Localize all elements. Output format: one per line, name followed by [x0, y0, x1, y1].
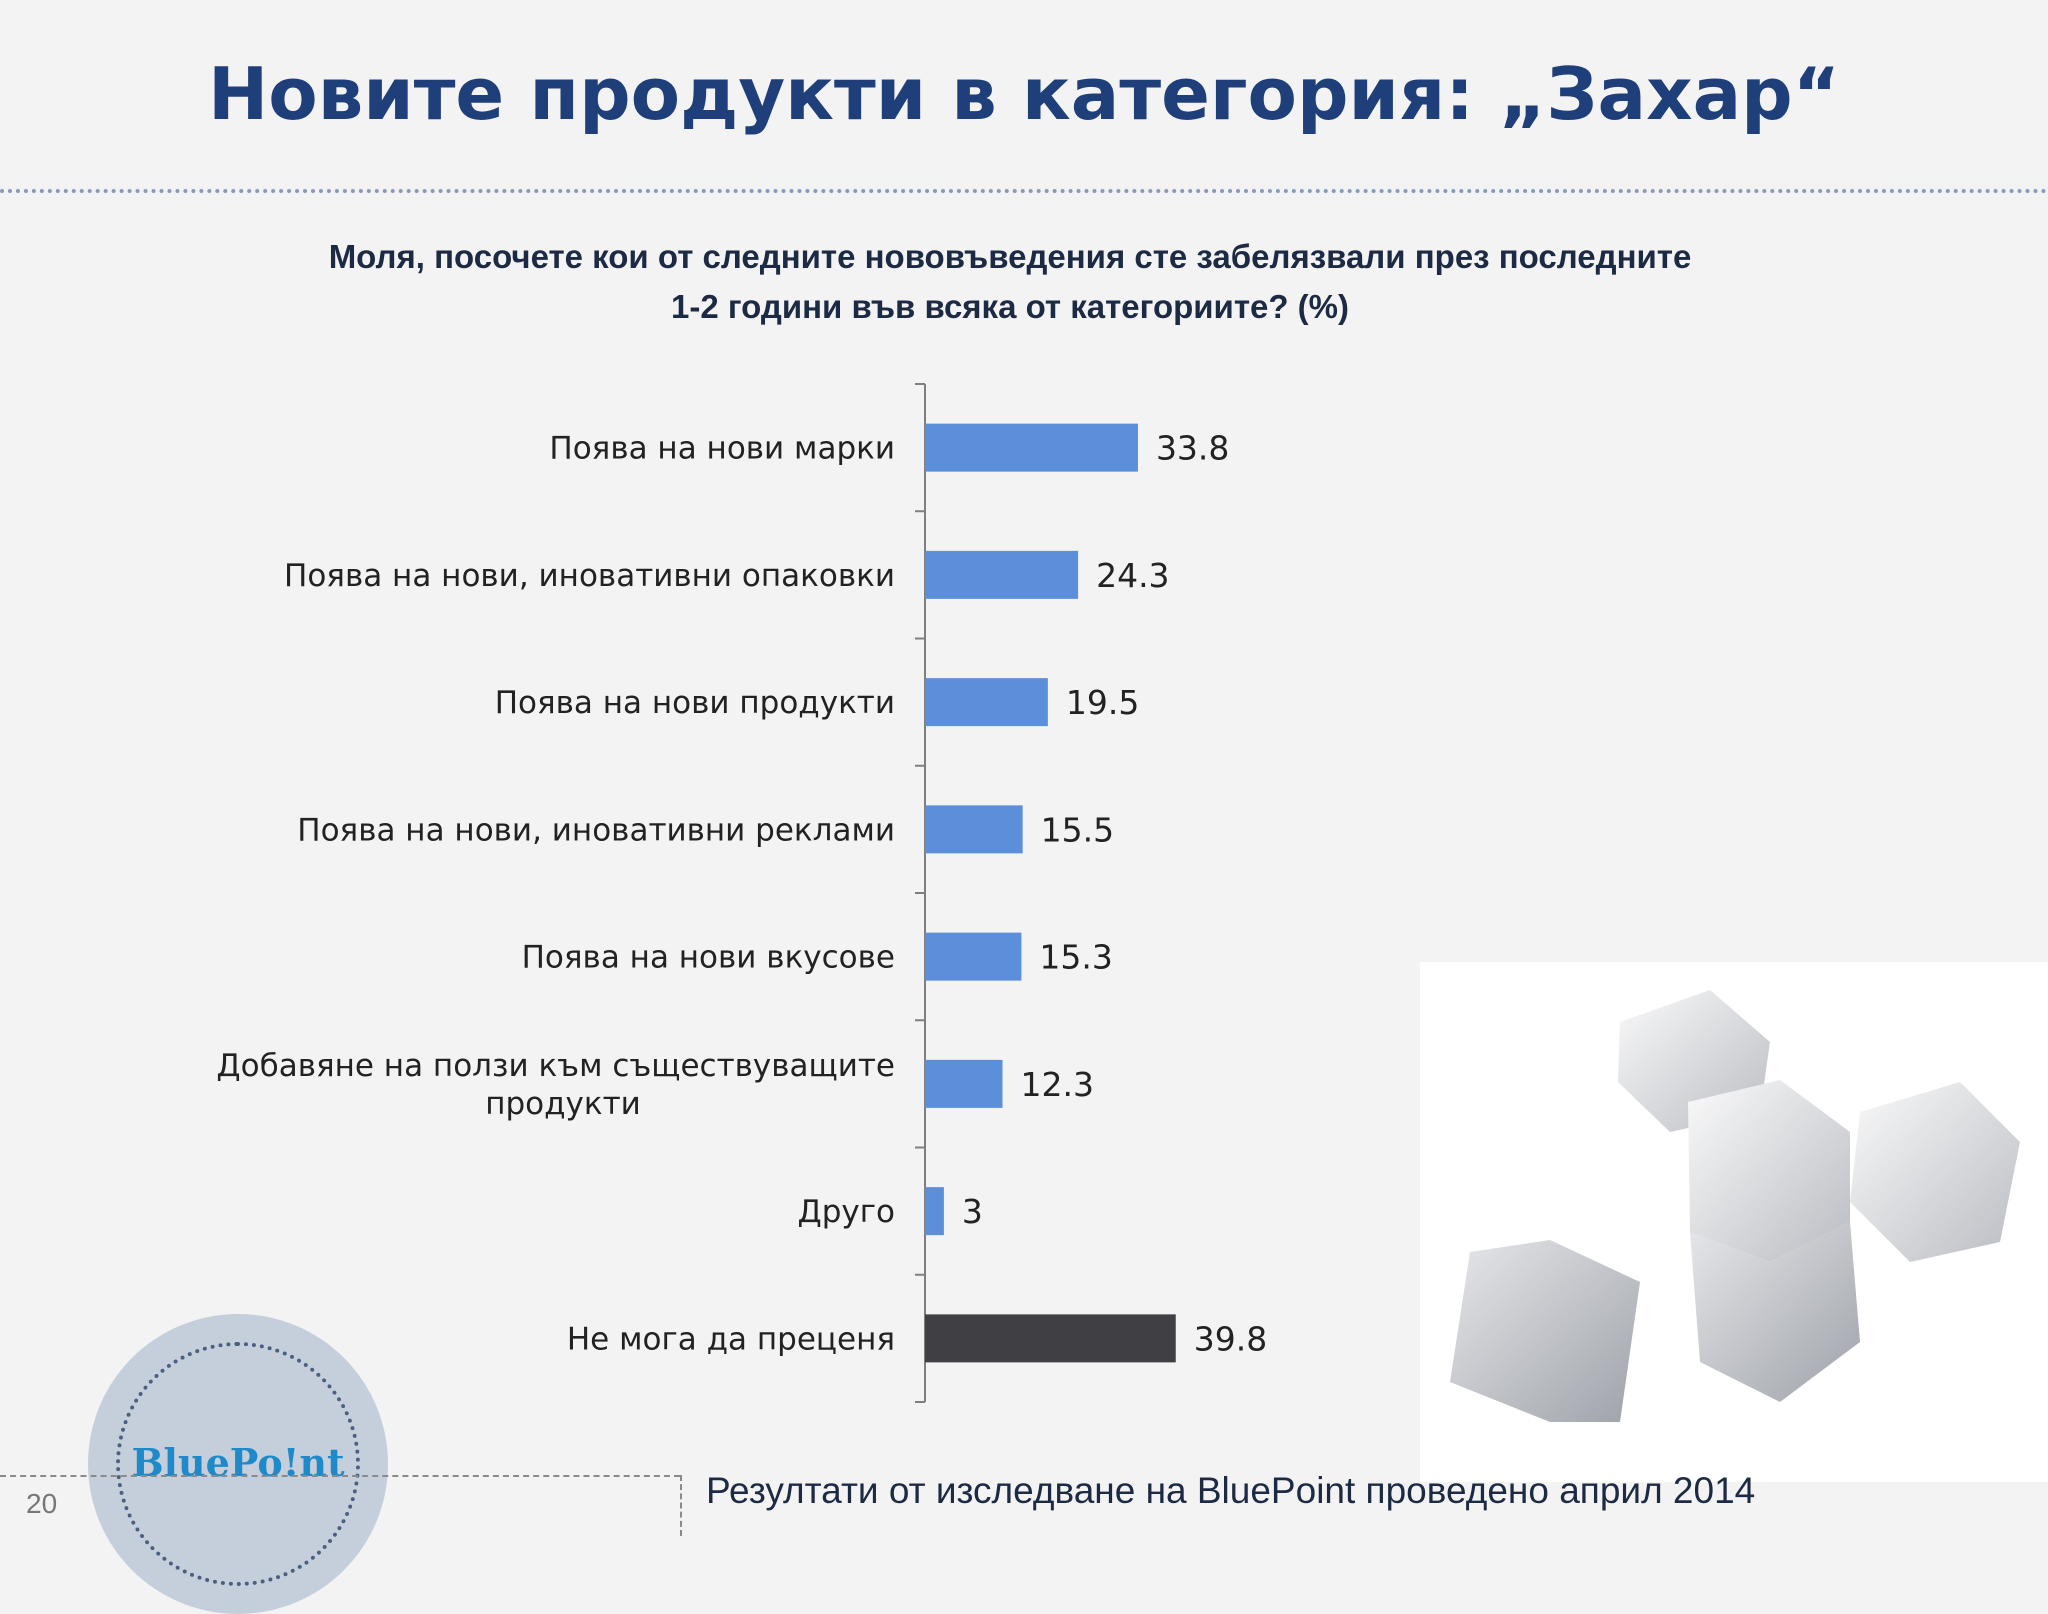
bar-2: [925, 550, 1079, 599]
data-label-2: 24.3: [1096, 556, 1169, 595]
title-divider: [0, 189, 2048, 193]
source-footnote: Резултати от изследване на BluePoint про…: [706, 1470, 1756, 1511]
bar-4: [925, 805, 1023, 854]
category-label-4: Поява на нови, иновативни реклами: [297, 812, 895, 848]
bar-chart: 33.8 Поява на нови марки 24.3 Поява на нови…: [216, 383, 1267, 1403]
bar-3: [925, 678, 1048, 727]
page-title: Новите продукти в категория: „Захар“: [207, 52, 1841, 136]
category-label-3: Поява на нови продукти: [495, 685, 895, 721]
survey-question-line-2: 1-2 години във всяка от категориите? (%): [670, 288, 1349, 325]
category-label-6-line-1: Добавяне на ползи към съществуващите: [216, 1048, 895, 1084]
footer-divider-vertical: [680, 1475, 682, 1536]
bar-8: [925, 1314, 1176, 1363]
survey-question-line-1: Моля, посочете кои от следните нововъвед…: [328, 238, 1692, 275]
page-number: 20: [26, 1488, 58, 1519]
data-label-5: 15.3: [1039, 938, 1112, 977]
sugar-cubes-icon: [1450, 990, 2020, 1422]
bluepoint-logo: BluePo!nt: [131, 1440, 345, 1485]
bar-7: [925, 1187, 944, 1236]
sugar-cubes-photo: [1420, 962, 2048, 1482]
category-label-2: Поява на нови, иновативни опаковки: [284, 558, 895, 594]
data-label-6: 12.3: [1020, 1065, 1093, 1104]
category-label-1: Поява на нови марки: [549, 431, 895, 467]
data-label-3: 19.5: [1066, 683, 1139, 722]
data-label-8: 39.8: [1194, 1319, 1267, 1358]
survey-question: Моля, посочете кои от следните нововъвед…: [180, 232, 1840, 332]
bar-1: [925, 423, 1138, 472]
footer-divider: [0, 1475, 680, 1477]
data-label-4: 15.5: [1041, 810, 1114, 849]
category-label-8: Не мога да преценя: [567, 1321, 895, 1357]
data-label-7: 3: [962, 1192, 983, 1231]
category-label-6-line-2: продукти: [485, 1086, 641, 1122]
bar-6: [925, 1059, 1003, 1108]
data-label-1: 33.8: [1156, 429, 1229, 468]
bar-5: [925, 932, 1022, 981]
category-label-5: Поява на нови вкусове: [522, 940, 895, 976]
category-label-7: Друго: [798, 1194, 896, 1230]
